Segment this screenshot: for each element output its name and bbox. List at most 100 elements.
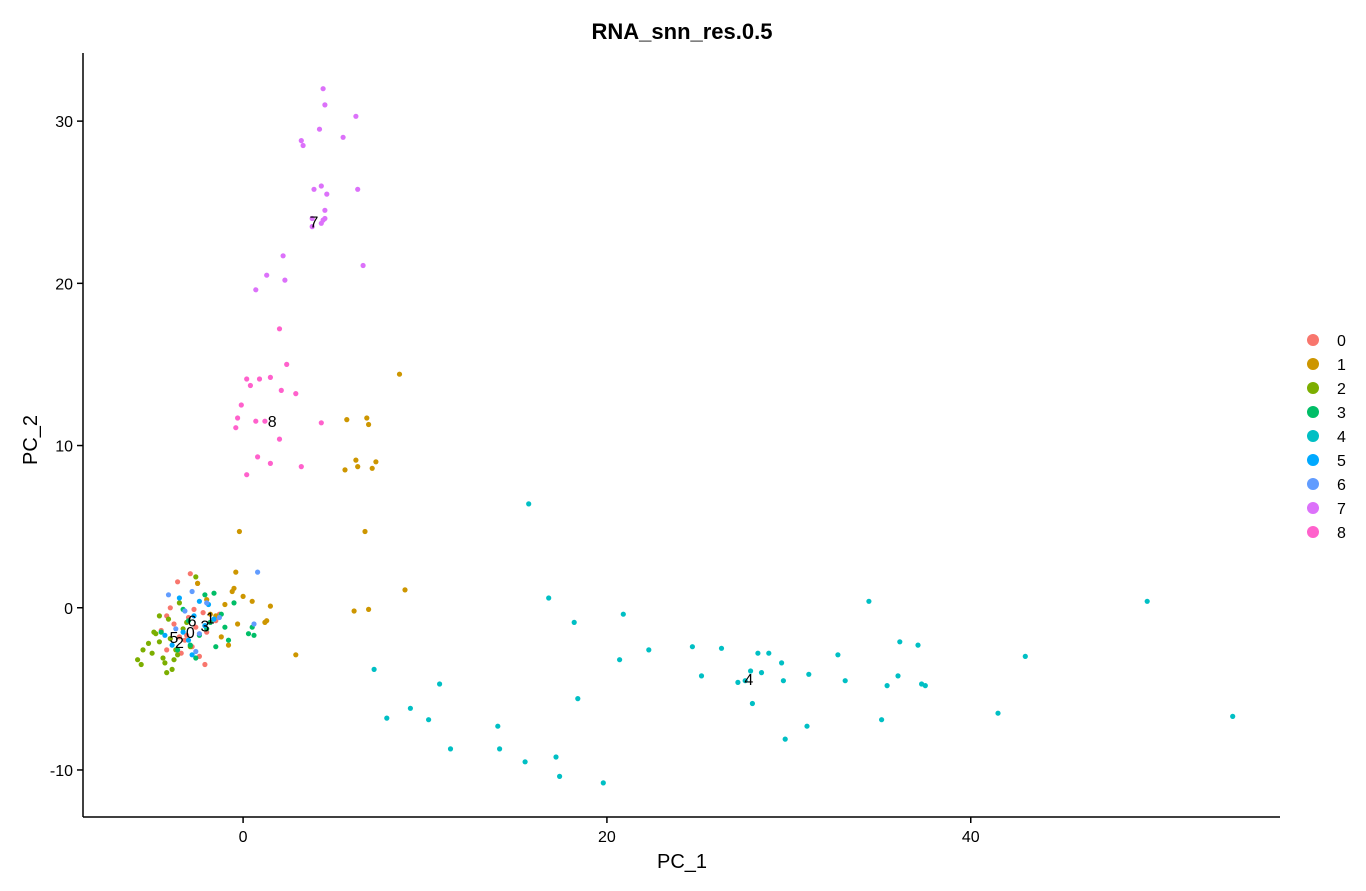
legend: 0 1 2 3 4 5 6 7 8 [1307,333,1346,542]
data-point-cluster-0 [164,647,170,653]
points-layer [135,86,1236,786]
data-point-cluster-7 [318,183,324,189]
legend-swatch-3 [1307,406,1319,418]
data-point-cluster-4 [735,679,741,686]
data-point-cluster-4 [758,670,765,676]
data-point-cluster-4 [742,678,748,684]
data-point-cluster-4 [371,666,377,673]
data-point-cluster-4 [922,683,928,689]
data-point-cluster-2 [162,660,168,666]
data-point-cluster-1 [353,457,359,463]
x-tick-label: 40 [962,829,980,846]
data-point-cluster-1 [366,606,372,613]
data-point-cluster-8 [278,387,284,393]
data-point-cluster-4 [426,717,432,723]
data-point-cluster-1 [235,621,241,627]
data-point-cluster-1 [267,603,273,609]
data-point-cluster-4 [755,650,761,656]
legend-label-4: 4 [1337,429,1346,446]
legend-label-7: 7 [1337,501,1346,518]
data-point-cluster-7 [280,253,286,259]
data-point-cluster-7 [298,138,304,144]
data-point-cluster-4 [879,717,885,723]
data-point-cluster-2 [151,629,157,635]
data-point-cluster-6 [189,588,195,595]
data-point-cluster-4 [897,639,903,645]
data-point-cluster-7 [322,207,328,213]
cluster-label-4: 4 [744,672,753,689]
x-ticks: 0 20 40 [239,817,980,846]
data-point-cluster-6 [196,631,202,637]
data-point-cluster-3 [185,618,192,624]
data-point-cluster-2 [167,636,173,642]
x-tick-label: 20 [598,829,616,846]
data-point-cluster-2 [165,616,172,622]
data-point-cluster-7 [253,287,259,293]
data-point-cluster-5 [162,632,168,638]
data-point-cluster-4 [780,678,787,684]
data-point-cluster-1 [229,588,235,595]
data-point-cluster-1 [373,459,379,465]
data-point-cluster-6 [182,608,188,614]
data-point-cluster-1 [293,652,299,658]
data-point-cluster-7 [320,86,326,92]
data-point-cluster-5 [189,652,195,658]
data-point-cluster-8 [293,391,299,397]
data-point-cluster-1 [396,371,403,377]
data-point-cluster-4 [546,595,552,601]
data-point-cluster-4 [766,650,772,656]
y-tick-label: 30 [55,114,73,131]
data-point-cluster-3 [175,647,181,653]
data-point-cluster-1 [369,465,375,471]
legend-swatch-8 [1307,526,1319,538]
data-point-cluster-2 [164,670,170,676]
data-point-cluster-7 [360,262,366,269]
cluster-label-2: 2 [175,635,184,652]
chart-title: RNA_snn_res.0.5 [592,19,773,44]
data-point-cluster-6 [251,621,257,627]
data-point-cluster-8 [276,436,283,442]
data-point-cluster-4 [437,681,443,687]
data-point-cluster-7 [324,191,330,197]
legend-label-8: 8 [1337,525,1346,542]
data-point-cluster-8 [233,425,239,431]
data-point-cluster-7 [300,142,306,149]
data-point-cluster-3 [231,600,237,606]
data-point-cluster-0 [187,571,193,577]
cluster-label-7: 7 [310,215,319,232]
data-point-cluster-1 [195,580,201,587]
legend-label-6: 6 [1337,477,1346,494]
data-point-cluster-7 [309,215,315,222]
data-point-cluster-2 [169,666,175,673]
data-point-cluster-0 [200,610,206,616]
data-point-cluster-8 [298,464,304,470]
data-point-cluster-4 [384,715,390,721]
data-point-cluster-4 [835,652,841,658]
data-point-cluster-3 [245,631,252,637]
cluster-label-1: 1 [206,611,215,628]
data-point-cluster-1 [262,619,268,626]
data-point-cluster-4 [495,723,501,729]
data-point-cluster-7 [322,102,328,108]
data-point-cluster-1 [366,421,372,428]
legend-swatch-2 [1307,382,1319,394]
data-point-cluster-4 [884,683,890,689]
data-point-cluster-4 [600,780,606,786]
legend-label-0: 0 [1337,333,1346,350]
y-tick-label: 20 [55,276,73,293]
data-point-cluster-7 [264,272,270,278]
data-point-cluster-3 [251,632,257,638]
data-point-cluster-5 [191,613,197,619]
data-point-cluster-3 [222,624,228,630]
data-point-cluster-5 [169,642,175,648]
data-point-cluster-1 [364,415,370,421]
data-point-cluster-4 [447,746,454,752]
data-point-cluster-2 [193,574,199,580]
data-point-cluster-3 [187,642,193,648]
data-point-cluster-4 [804,723,810,729]
legend-label-1: 1 [1337,357,1346,374]
legend-swatch-1 [1307,358,1319,370]
data-point-cluster-2 [140,647,146,653]
y-tick-label: 10 [55,439,73,456]
data-point-cluster-4 [575,696,581,702]
